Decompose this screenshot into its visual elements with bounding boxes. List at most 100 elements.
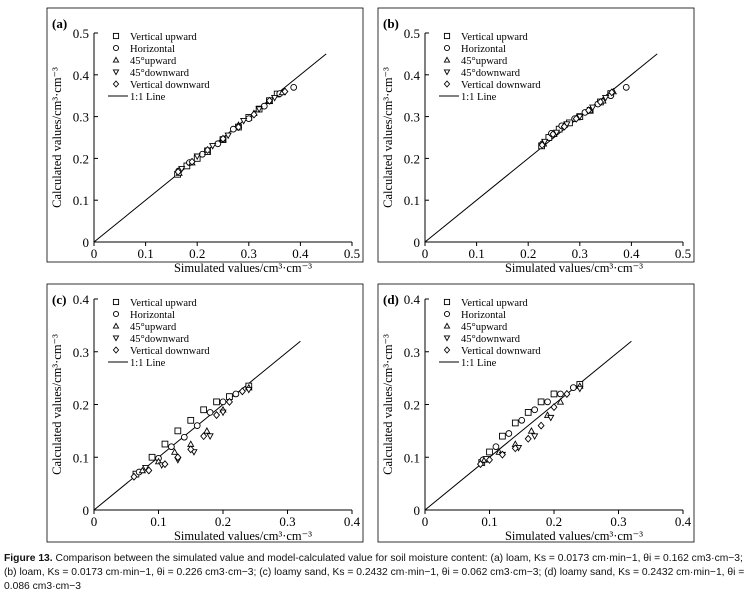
x-tick-label: 0.3	[279, 514, 295, 529]
y-tick-label: 0	[83, 235, 90, 250]
x-tick-label: 0.4	[292, 246, 309, 261]
panel-frame	[46, 283, 364, 543]
data-point	[170, 448, 179, 455]
panel-label: (c)	[52, 292, 66, 307]
data-point	[538, 141, 546, 150]
x-tick-label: 0.4	[675, 514, 692, 529]
x-axis-label: Simulated values/cm³·cm⁻³	[174, 261, 312, 275]
legend-label: 45°upward	[461, 322, 508, 333]
legend-marker	[443, 44, 451, 52]
legend-marker	[112, 310, 120, 318]
data-point	[161, 460, 169, 469]
data-point	[550, 390, 558, 398]
legend-label: Horizontal	[130, 44, 175, 55]
legend-marker	[112, 69, 120, 76]
figure-caption: Figure 13. Comparison between the simula…	[4, 552, 746, 594]
legend-label: 1:1 Line	[461, 92, 497, 103]
data-point	[174, 167, 182, 176]
data-point	[203, 427, 211, 434]
data-point	[174, 453, 182, 462]
series-2	[479, 384, 577, 464]
legend: Vertical upwardHorizontal45°upward45°dow…	[108, 32, 210, 103]
data-point	[213, 398, 220, 406]
legend-label: Vertical upward	[130, 298, 198, 309]
data-point	[530, 433, 539, 440]
legend-marker	[112, 322, 120, 329]
y-tick-label: 0.1	[404, 450, 420, 465]
x-tick-label: 0.3	[241, 246, 257, 261]
data-point	[145, 466, 153, 475]
x-tick-label: 0	[422, 246, 429, 261]
legend-marker	[443, 310, 451, 318]
y-tick-label: 0.2	[73, 398, 89, 413]
legend-label: 1:1 Line	[130, 92, 166, 103]
data-point	[250, 110, 258, 119]
data-point	[225, 397, 233, 406]
chart-panel-3: 0 0.1 0.2 0.3 0.4 0 0.1 0.2 0.3 0.4 (c) Simulated v…	[46, 283, 364, 543]
data-point	[187, 445, 195, 454]
x-tick-label: 0.3	[572, 246, 588, 261]
legend-label: 1:1 Line	[130, 358, 166, 369]
data-point	[569, 384, 577, 391]
data-point	[168, 443, 175, 451]
x-tick-label: 0.5	[344, 246, 360, 261]
data-point	[476, 460, 484, 469]
y-tick-label: 0.3	[404, 345, 420, 360]
data-point	[505, 430, 513, 437]
data-point	[556, 398, 565, 405]
legend-label: Vertical upward	[461, 298, 529, 309]
data-point	[138, 466, 147, 474]
legend-label: 45°upward	[130, 56, 177, 67]
data-point	[130, 472, 138, 481]
data-point	[178, 166, 186, 173]
data-point	[232, 390, 240, 398]
caption-text: Comparison between the simulated value a…	[4, 553, 745, 592]
x-tick-label: 0.5	[675, 246, 691, 261]
x-tick-label: 0.2	[189, 246, 205, 261]
data-point	[524, 434, 532, 443]
legend-marker	[443, 80, 451, 88]
data-point	[174, 427, 182, 435]
data-point	[557, 390, 564, 398]
y-tick-label: 0.2	[404, 398, 420, 413]
legend-label: 45°upward	[130, 322, 177, 333]
data-point	[550, 403, 558, 412]
panel-label: (b)	[383, 16, 399, 31]
legend-label: Vertical downward	[130, 346, 210, 357]
data-point	[498, 450, 506, 459]
data-point	[161, 440, 169, 448]
legend-label: 45°downward	[130, 68, 190, 79]
data-point	[188, 157, 196, 166]
x-axis-label: Simulated values/cm³·cm⁻³	[505, 261, 643, 275]
data-point	[219, 398, 227, 406]
data-point	[200, 432, 208, 441]
legend-label: Horizontal	[461, 310, 506, 321]
data-point	[547, 414, 555, 422]
x-tick-label: 0	[91, 514, 98, 529]
data-point	[209, 143, 217, 150]
legend-label: Vertical downward	[130, 80, 210, 91]
legend-marker	[443, 346, 451, 354]
y-tick-label: 0.3	[73, 110, 89, 125]
series-1	[132, 382, 253, 478]
data-point	[206, 433, 214, 440]
data-point	[148, 453, 156, 461]
data-point	[531, 406, 539, 414]
data-point	[187, 416, 195, 424]
y-tick-label: 0.5	[404, 26, 420, 41]
data-point	[608, 88, 616, 97]
y-axis-label: Calculated values/cm³·cm⁻³	[381, 67, 395, 208]
panel-frame	[46, 7, 364, 263]
y-tick-label: 0.1	[73, 450, 89, 465]
y-tick-label: 0.2	[404, 151, 420, 166]
legend-label: Horizontal	[461, 44, 506, 55]
panel-label: (a)	[52, 16, 67, 31]
data-point	[206, 409, 214, 416]
data-point	[180, 433, 188, 441]
x-tick-label: 0.1	[481, 514, 497, 529]
data-point	[563, 389, 571, 398]
legend-marker	[443, 322, 451, 329]
legend-marker	[112, 56, 120, 63]
chart-panel-1: 0 0.1 0.2 0.3 0.4 0.5 0 0.1 0.2 0.3 0.4 0.5 (a) Simul…	[46, 7, 364, 275]
data-point	[260, 102, 268, 110]
